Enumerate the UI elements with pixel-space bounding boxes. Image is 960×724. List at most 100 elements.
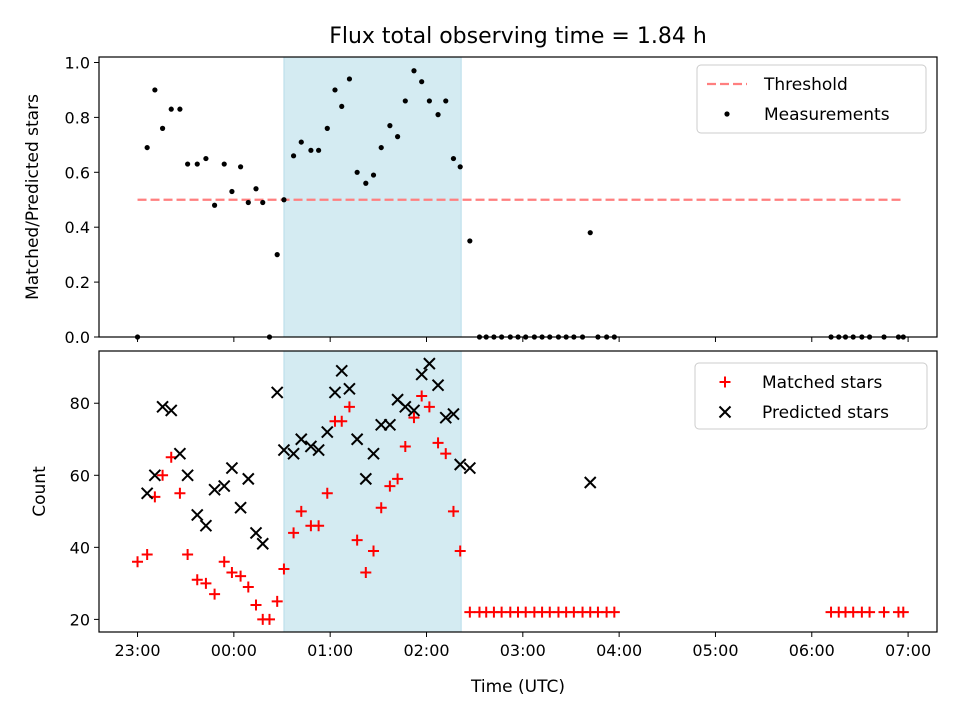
measurement-point: [260, 199, 266, 206]
matched-star-marker: [200, 577, 212, 589]
y-tick-label: 0.6: [65, 163, 90, 182]
matched-star-marker: [209, 588, 221, 600]
measurement-point: [221, 161, 227, 167]
ratio-y-axis-label: Matched/Predicted stars: [23, 94, 43, 300]
measurement-point: [168, 106, 174, 112]
matched-star-marker: [878, 606, 890, 618]
matched-star-marker: [440, 448, 452, 460]
measurement-point: [363, 180, 369, 186]
measurement-point: [274, 252, 280, 258]
matched-star-marker: [423, 401, 435, 413]
count-legend: Matched stars Predicted stars: [694, 362, 928, 430]
measurement-point: [194, 161, 200, 167]
legend-box: [694, 362, 928, 430]
predicted-star-marker: [447, 407, 460, 421]
predicted-star-marker: [453, 458, 467, 471]
x-tick-label: 04:00: [596, 641, 642, 660]
predicted-star-marker: [343, 382, 356, 396]
matched-star-marker: [432, 437, 444, 449]
count-axes: 23:00 00:00 01:00 02:00 03:00 04:00 05:00 06:00…: [70, 394, 932, 660]
predicted-star-marker: [181, 469, 194, 482]
legend-matched-swatch: [719, 376, 731, 388]
measurement-point: [450, 155, 457, 162]
matched-star-marker: [263, 613, 275, 625]
legend-box: [696, 64, 927, 134]
matched-star-marker: [336, 415, 348, 427]
predicted-star-marker: [234, 501, 247, 514]
measurement-point: [426, 98, 432, 104]
measurement-point: [281, 197, 287, 203]
matched-star-marker: [399, 440, 411, 452]
predicted-star-marker: [191, 508, 204, 522]
predicted-star-marker: [423, 357, 436, 370]
predicted-star-marker: [359, 472, 373, 486]
matched-star-marker: [897, 606, 909, 618]
matched-star-marker: [295, 505, 307, 517]
predicted-star-marker: [140, 487, 154, 500]
ratio-axes-frame: [98, 56, 938, 338]
matched-star-marker: [360, 567, 372, 579]
measurement-point: [152, 87, 158, 93]
predicted-star-marker: [399, 400, 412, 414]
matched-star-marker: [343, 401, 355, 413]
matched-star-marker: [157, 469, 169, 481]
y-tick-label: 0.2: [65, 273, 90, 292]
matched-star-marker: [368, 545, 380, 557]
y-tick-label: 0.8: [65, 108, 90, 127]
matched-star-marker: [416, 390, 428, 402]
y-tick-label: 80: [70, 394, 90, 413]
predicted-star-marker: [431, 379, 445, 392]
predicted-star-marker: [165, 404, 178, 417]
matched-star-marker: [141, 549, 153, 561]
legend-label: Matched stars: [762, 373, 882, 393]
y-tick-label: 60: [70, 466, 90, 485]
measurement-point: [185, 161, 191, 167]
measurement-point: [411, 68, 417, 74]
matched-star-marker: [242, 581, 254, 593]
predicted-star-marker: [304, 440, 318, 453]
matched-star-marker: [218, 556, 230, 568]
predicted-star-marker: [321, 425, 334, 439]
matched-star-marker: [182, 549, 194, 561]
measurement-point: [308, 147, 314, 153]
measurement-point: [332, 87, 338, 93]
predicted-star-marker: [407, 404, 421, 417]
ratio-axes: 0.0 0.2 0.4 0.6 0.8 1.0: [65, 53, 909, 347]
predicted-star-marker: [335, 364, 348, 378]
matched-star-marker: [375, 502, 387, 514]
predicted-star-marker: [439, 411, 452, 424]
predicted-star-marker: [173, 447, 187, 460]
measurement-point: [354, 169, 360, 175]
measurement-point: [316, 147, 322, 153]
predicted-star-marker: [383, 418, 397, 432]
matched-star-marker: [191, 574, 203, 586]
predicted-star-marker: [256, 537, 269, 550]
ratio-legend: Threshold Measurements: [696, 64, 927, 134]
matched-star-marker: [271, 595, 283, 607]
measurement-point: [402, 98, 408, 104]
legend-label: Threshold: [763, 75, 848, 95]
matched-star-marker: [235, 570, 247, 582]
measurement-point: [587, 230, 593, 236]
predicted-star-marker: [148, 469, 162, 482]
predicted-star-marker: [156, 400, 169, 414]
matched-star-marker: [174, 487, 186, 499]
x-tick-label: 02:00: [403, 641, 449, 660]
measurement-point: [394, 134, 401, 140]
matched-star-marker: [464, 606, 476, 618]
x-tick-label: 06:00: [789, 641, 835, 660]
predicted-star-marker: [287, 447, 300, 460]
predicted-star-marker: [242, 472, 255, 486]
matched-star-marker: [313, 520, 325, 532]
matched-star-marker: [250, 599, 262, 611]
measurement-point: [298, 139, 304, 145]
predicted-star-marker: [208, 483, 221, 496]
matched-star-marker: [608, 606, 620, 618]
measurement-point: [203, 155, 209, 162]
matched-star-marker: [384, 480, 396, 492]
measurement-point: [324, 125, 330, 131]
matched-star-marker: [226, 567, 238, 579]
x-tick-label: 07:00: [885, 641, 931, 660]
ratio-series: [134, 68, 906, 340]
